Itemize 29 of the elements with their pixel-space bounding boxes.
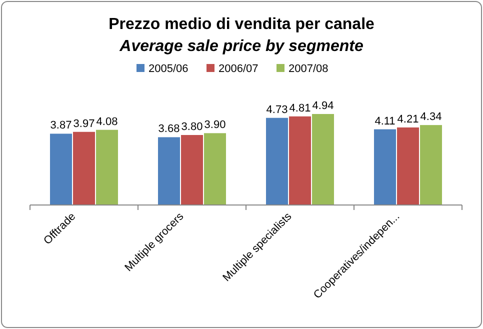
data-label: 3.68 bbox=[158, 123, 180, 136]
bar bbox=[397, 127, 419, 205]
data-label: 4.21 bbox=[397, 113, 419, 126]
bar bbox=[420, 125, 442, 205]
legend-label: 2005/06 bbox=[148, 63, 188, 75]
bar bbox=[181, 135, 203, 205]
bar bbox=[289, 116, 311, 205]
data-label: 4.73 bbox=[266, 104, 288, 116]
data-label: 3.90 bbox=[204, 119, 226, 132]
bar bbox=[374, 129, 396, 205]
bar bbox=[312, 114, 334, 205]
bar bbox=[158, 137, 180, 205]
data-label: 3.80 bbox=[181, 121, 203, 133]
chart-title: Prezzo medio di vendita per canale bbox=[108, 16, 375, 33]
data-label: 4.34 bbox=[420, 111, 442, 124]
chart-subtitle: Average sale price by segmente bbox=[118, 38, 364, 55]
bar bbox=[96, 130, 118, 205]
bar bbox=[266, 118, 288, 205]
bar bbox=[204, 133, 226, 205]
data-label: 3.97 bbox=[73, 118, 95, 130]
data-label: 3.87 bbox=[50, 120, 72, 132]
data-label: 4.11 bbox=[374, 115, 396, 128]
data-label: 4.81 bbox=[289, 102, 311, 114]
legend-label: 2006/07 bbox=[218, 63, 258, 75]
bar bbox=[50, 134, 72, 205]
data-label: 4.94 bbox=[312, 100, 334, 112]
data-label: 4.08 bbox=[96, 116, 118, 128]
bar bbox=[73, 132, 95, 205]
legend-label: 2007/08 bbox=[288, 63, 328, 75]
